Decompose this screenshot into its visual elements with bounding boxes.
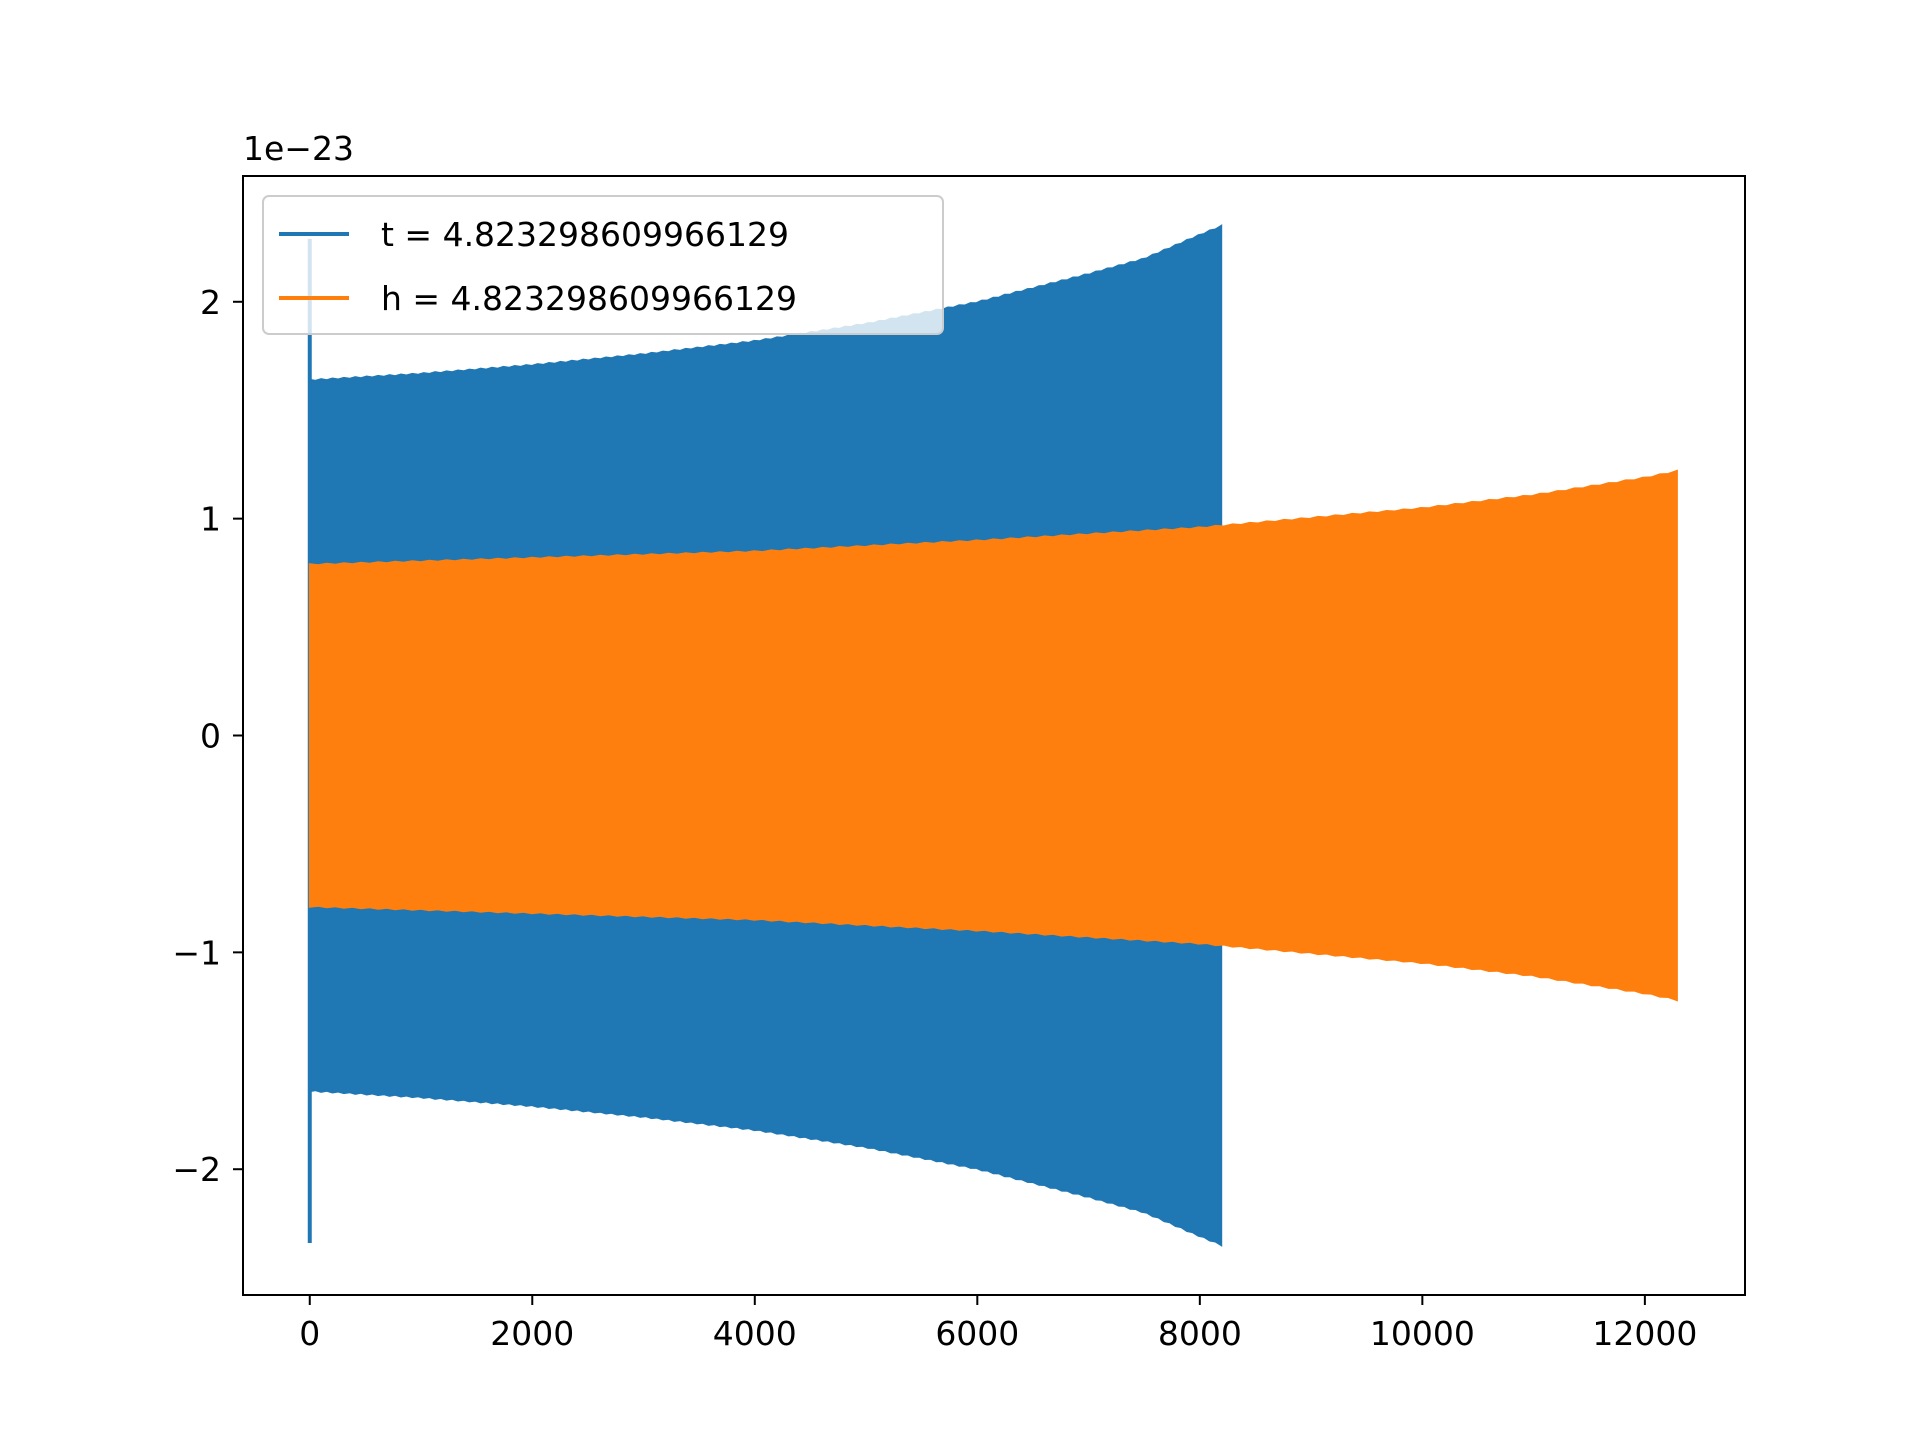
legend-label-2: h = 4.823298609966129 [381, 279, 797, 318]
legend-box [262, 195, 944, 335]
x-tick-label: 12000 [1592, 1314, 1697, 1353]
y-tick-label: 1 [200, 500, 221, 539]
y-tick-label: 0 [200, 717, 221, 756]
series-layer [307, 224, 1678, 1247]
x-tick-label: 8000 [1158, 1314, 1242, 1353]
y-axis-ticks: −2 −1 0 1 2 [172, 283, 243, 1189]
x-tick-label: 10000 [1370, 1314, 1475, 1353]
x-tick-label: 2000 [490, 1314, 574, 1353]
y-tick-label: −2 [172, 1150, 221, 1189]
x-axis-ticks: 0 2000 4000 6000 8000 10000 12000 [299, 1295, 1697, 1353]
y-axis-offset-label: 1e−23 [243, 129, 354, 168]
y-tick-label: 2 [200, 283, 221, 322]
legend-label-1: t = 4.823298609966129 [381, 215, 789, 254]
series-2-oscillation-band [308, 469, 1678, 1002]
x-tick-label: 6000 [935, 1314, 1019, 1353]
legend: t = 4.823298609966129 h = 4.8232986099661… [262, 195, 944, 335]
x-tick-label: 0 [299, 1314, 320, 1353]
y-tick-label: −1 [172, 933, 221, 972]
x-tick-label: 4000 [713, 1314, 797, 1353]
